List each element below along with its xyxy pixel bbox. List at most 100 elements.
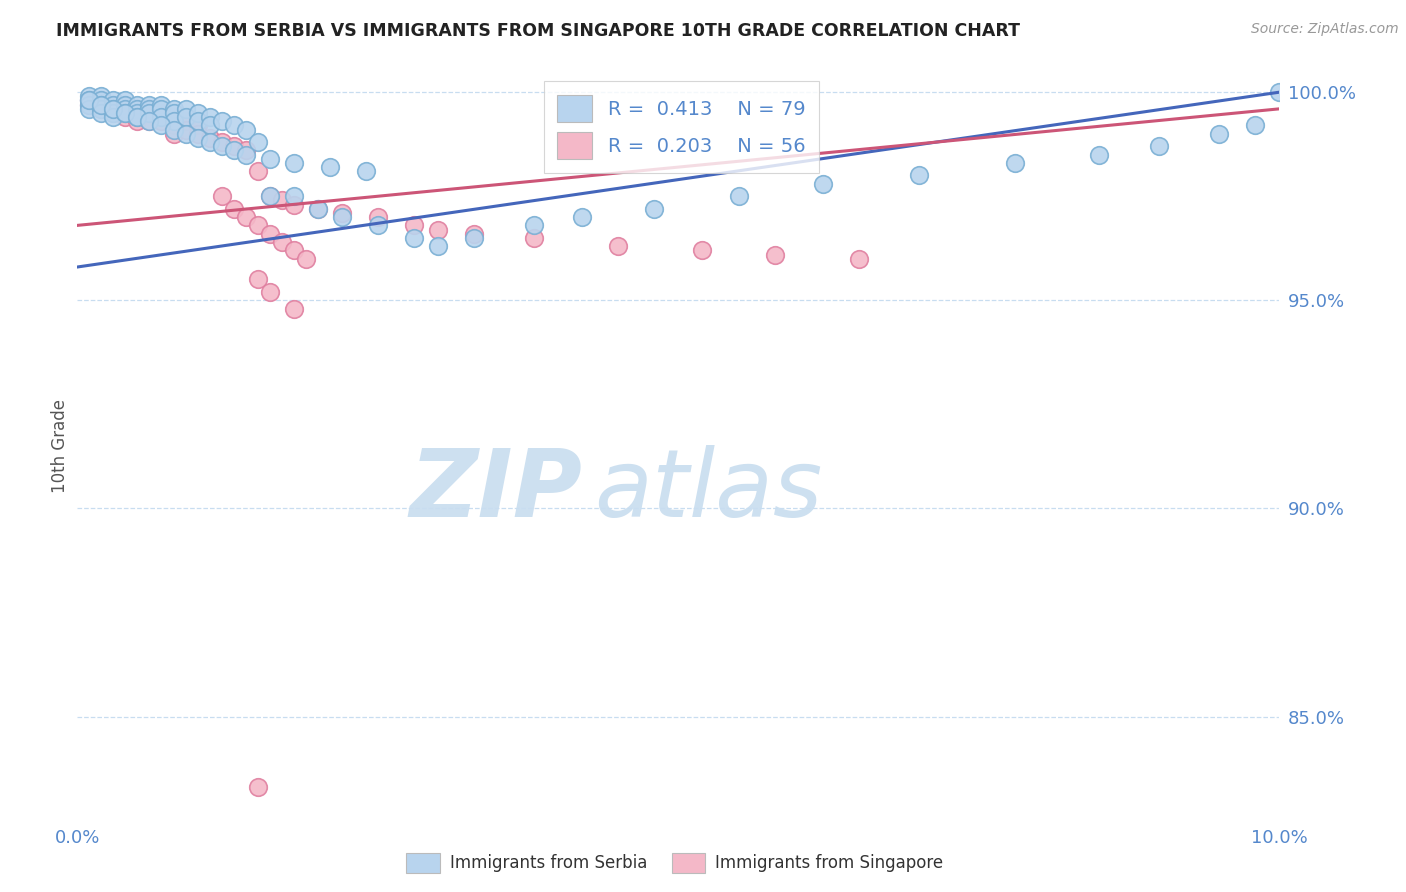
Point	[162, 119, 184, 133]
Point	[150, 110, 173, 124]
Point	[150, 97, 173, 112]
Point	[79, 94, 101, 108]
Point	[162, 102, 184, 116]
Point	[127, 110, 149, 124]
Point	[908, 169, 931, 183]
Point	[79, 89, 101, 103]
Y-axis label: 10th Grade: 10th Grade	[51, 399, 69, 493]
Point	[307, 202, 329, 216]
Point	[198, 131, 221, 145]
Point	[246, 780, 269, 795]
Point	[211, 139, 233, 153]
Point	[90, 106, 112, 120]
Point	[90, 97, 112, 112]
Point	[198, 119, 221, 133]
Point	[79, 97, 101, 112]
Point	[103, 102, 125, 116]
Point	[162, 110, 184, 124]
Point	[222, 119, 245, 133]
Point	[246, 219, 269, 233]
Point	[114, 106, 136, 120]
Point	[523, 219, 546, 233]
Point	[367, 219, 389, 233]
Point	[294, 252, 316, 266]
Point	[270, 194, 292, 208]
Point	[150, 102, 173, 116]
Point	[246, 164, 269, 178]
Point	[427, 239, 450, 253]
Point	[174, 122, 197, 136]
Point	[330, 206, 353, 220]
Point	[1004, 156, 1026, 170]
Point	[150, 114, 173, 128]
Point	[103, 94, 125, 108]
Point	[283, 189, 305, 203]
Point	[186, 131, 209, 145]
Point	[114, 102, 136, 116]
Text: IMMIGRANTS FROM SERBIA VS IMMIGRANTS FROM SINGAPORE 10TH GRADE CORRELATION CHART: IMMIGRANTS FROM SERBIA VS IMMIGRANTS FRO…	[56, 22, 1021, 40]
Point	[1149, 139, 1171, 153]
Point	[90, 102, 112, 116]
Point	[138, 97, 160, 112]
Point	[103, 97, 125, 112]
Point	[1208, 127, 1230, 141]
Point	[283, 301, 305, 316]
Point	[222, 202, 245, 216]
Point	[1244, 119, 1267, 133]
Point	[162, 114, 184, 128]
Point	[402, 231, 425, 245]
Point	[103, 106, 125, 120]
Point	[463, 231, 485, 245]
Point	[90, 89, 112, 103]
Point	[259, 189, 281, 203]
Point	[367, 210, 389, 224]
Point	[103, 106, 125, 120]
Point	[114, 97, 136, 112]
Point	[211, 114, 233, 128]
Point	[571, 210, 593, 224]
Text: Source: ZipAtlas.com: Source: ZipAtlas.com	[1251, 22, 1399, 37]
Point	[259, 285, 281, 299]
Point	[150, 106, 173, 120]
Point	[222, 144, 245, 158]
Point	[1268, 85, 1291, 99]
Point	[174, 114, 197, 128]
Point	[692, 244, 714, 258]
Point	[127, 110, 149, 124]
Point	[330, 210, 353, 224]
Point	[138, 106, 160, 120]
Point	[259, 227, 281, 241]
Point	[150, 119, 173, 133]
Point	[138, 106, 160, 120]
Point	[186, 127, 209, 141]
Point	[246, 135, 269, 149]
Point	[211, 135, 233, 149]
Legend: R =  0.413    N = 79, R =  0.203    N = 56: R = 0.413 N = 79, R = 0.203 N = 56	[544, 81, 820, 173]
Point	[114, 102, 136, 116]
Point	[523, 231, 546, 245]
Point	[235, 147, 257, 161]
Point	[162, 127, 184, 141]
Point	[174, 127, 197, 141]
Text: atlas: atlas	[595, 445, 823, 536]
Point	[174, 110, 197, 124]
Point	[235, 210, 257, 224]
Point	[186, 119, 209, 133]
Point	[198, 135, 221, 149]
Point	[90, 97, 112, 112]
Point	[127, 114, 149, 128]
Point	[138, 114, 160, 128]
Point	[319, 160, 342, 174]
Point	[127, 106, 149, 120]
Point	[354, 164, 377, 178]
Point	[162, 106, 184, 120]
Point	[259, 152, 281, 166]
Point	[727, 189, 749, 203]
Point	[402, 219, 425, 233]
Point	[127, 97, 149, 112]
Point	[283, 244, 305, 258]
Point	[103, 110, 125, 124]
Point	[427, 222, 450, 236]
Point	[138, 102, 160, 116]
Point	[103, 97, 125, 112]
